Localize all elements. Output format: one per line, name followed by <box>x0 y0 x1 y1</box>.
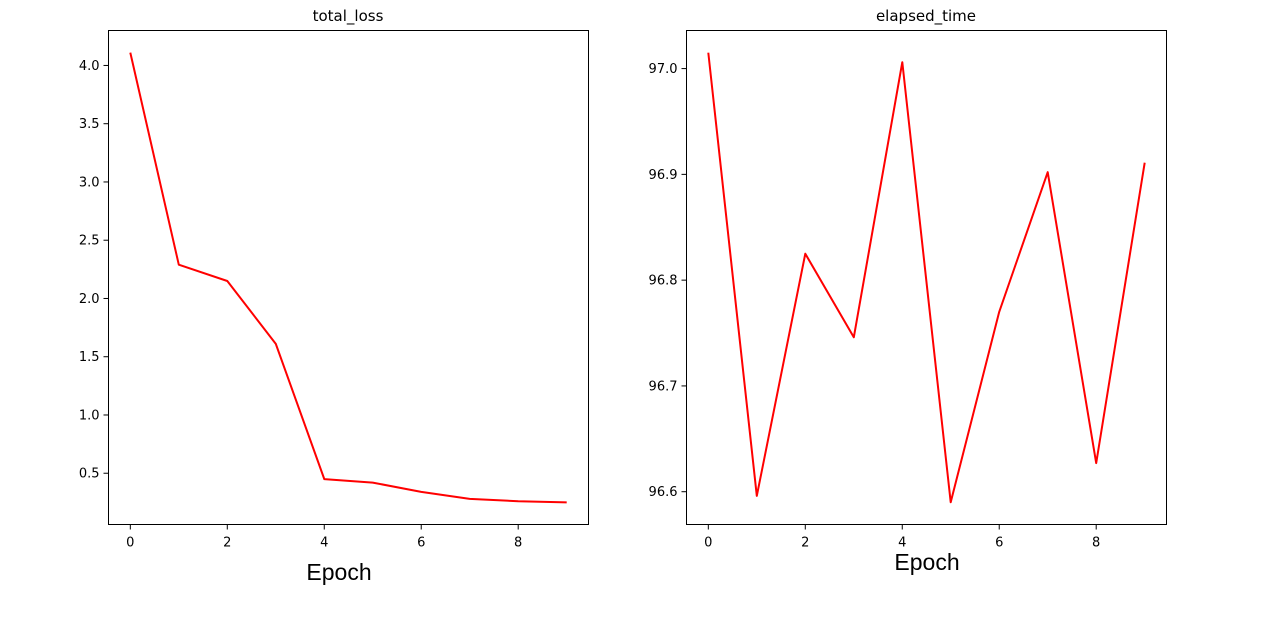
total-loss-axes-frame <box>108 30 589 525</box>
elapsed-time-xtick-label-0: 0 <box>704 536 712 551</box>
total-loss-xtick-label-3: 6 <box>417 536 425 551</box>
elapsed-time-ytick-label-3: 96.9 <box>649 168 678 183</box>
elapsed-time-series-line-0 <box>707 52 1146 504</box>
total-loss-ytick-label-3: 2.0 <box>79 292 100 307</box>
elapsed-time-ytick-label-0: 96.6 <box>649 485 678 500</box>
total-loss-xtick-label-4: 8 <box>514 536 522 551</box>
elapsed-time-ytick-label-1: 96.7 <box>649 379 678 394</box>
total-loss-ytick-label-0: 0.5 <box>79 467 100 482</box>
total-loss-ytick-label-1: 1.0 <box>79 408 100 423</box>
elapsed-time-panel: elapsed_time 0 2 4 6 8 96.6 96.7 96.8 96.9 97.0 E… <box>649 7 1167 575</box>
total-loss-series-line-0 <box>129 52 567 504</box>
elapsed-time-xtick-label-1: 2 <box>801 536 809 551</box>
total-loss-ytick-label-6: 3.5 <box>79 117 100 132</box>
total-loss-ytick-label-4: 2.5 <box>79 234 100 249</box>
elapsed-time-ytick-label-2: 96.8 <box>649 274 678 289</box>
total-loss-title: total_loss <box>313 7 384 26</box>
total-loss-xtick-label-1: 2 <box>223 536 231 551</box>
total-loss-panel: total_loss 0 2 4 6 8 0.5 1.0 1.5 2.0 2.5 3.0 3.5 4.0… <box>79 7 589 585</box>
total-loss-ticks: 0 2 4 6 8 0.5 1.0 1.5 2.0 2.5 3.0 3.5 4.0 <box>79 59 523 551</box>
total-loss-ytick-label-5: 3.0 <box>79 175 100 190</box>
elapsed-time-ytick-label-4: 97.0 <box>649 62 678 77</box>
total-loss-xlabel: Epoch <box>306 559 371 585</box>
elapsed-time-ticks: 0 2 4 6 8 96.6 96.7 96.8 96.9 97.0 <box>649 62 1101 550</box>
elapsed-time-axes-frame <box>686 30 1167 525</box>
total-loss-xtick-label-0: 0 <box>126 536 134 551</box>
total-loss-xtick-label-2: 4 <box>320 536 328 551</box>
elapsed-time-xtick-label-4: 8 <box>1092 536 1100 551</box>
elapsed-time-title: elapsed_time <box>876 7 976 26</box>
elapsed-time-xlabel: Epoch <box>894 549 959 575</box>
total-loss-ytick-label-2: 1.5 <box>79 350 100 365</box>
elapsed-time-xtick-label-2: 4 <box>898 536 906 551</box>
elapsed-time-xtick-label-3: 6 <box>995 536 1003 551</box>
total-loss-ytick-label-7: 4.0 <box>79 59 100 74</box>
